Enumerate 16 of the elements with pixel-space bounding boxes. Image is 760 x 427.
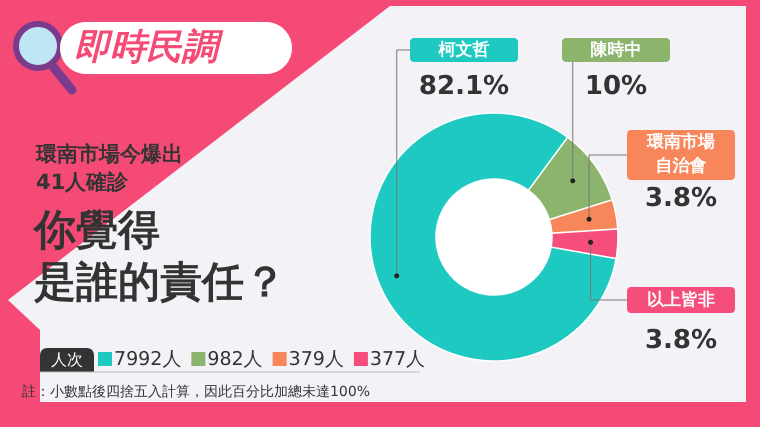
text: 982人	[207, 347, 263, 372]
text: 377人	[370, 347, 426, 372]
slice-label: 陳時中	[562, 38, 670, 62]
data-label: 3.8%	[644, 182, 718, 215]
text: 379人	[288, 347, 344, 372]
data-label: 10%	[584, 70, 648, 103]
text: 7992人	[114, 347, 182, 372]
data-label: 82.1%	[418, 70, 510, 103]
text: 環南市場今爆出41人確診	[36, 141, 184, 196]
legend-title: 人次	[40, 348, 94, 372]
slice-label: 環南市場自治會	[627, 130, 735, 180]
text: 註：小數點後四捨五入計算，因此百分比加總未達100%	[22, 383, 370, 402]
data-label: 3.8%	[644, 324, 718, 357]
text: 是誰的責任？	[34, 256, 286, 308]
slice-label: 柯文哲	[410, 38, 518, 62]
slice-label: 以上皆非	[627, 287, 735, 313]
